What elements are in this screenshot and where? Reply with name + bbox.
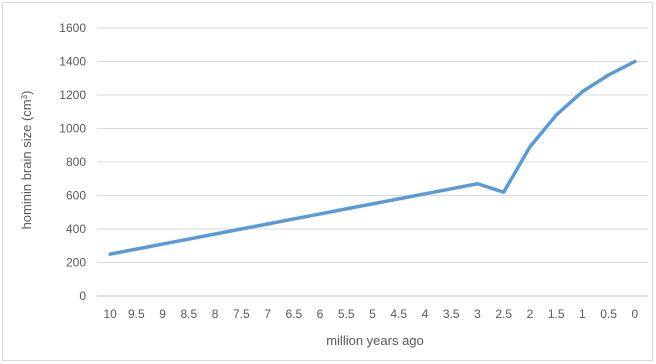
x-tick-label: 8 [212, 307, 219, 321]
y-axis-title-suffix: ) [19, 91, 34, 95]
y-tick-label: 400 [66, 222, 86, 236]
series-layer [108, 59, 637, 256]
y-tick-label: 1400 [59, 55, 86, 69]
series-line [108, 59, 637, 256]
x-tick-label: 5 [369, 307, 376, 321]
y-tick-label: 1000 [59, 122, 86, 136]
x-tick-label: 4 [422, 307, 429, 321]
y-tick-label: 1600 [59, 21, 86, 35]
y-tick-label: 600 [66, 189, 86, 203]
x-tick-label: 7 [264, 307, 271, 321]
gridlines [97, 27, 648, 297]
x-axis-title: million years ago [326, 333, 424, 348]
x-tick-label: 9.5 [128, 307, 145, 321]
y-axis-title-superscript: 3 [20, 94, 29, 99]
x-axis-ticks: 10 9.5 9 8.5 8 7.5 7 6.5 6 5.5 5 4.5 4 3.5 3 2.5 2 1.5 1 0.… [103, 307, 638, 321]
x-tick-label: 9 [159, 307, 166, 321]
y-tick-label: 800 [66, 155, 86, 169]
x-tick-label: 0 [632, 307, 639, 321]
chart-frame [2, 2, 653, 361]
x-tick-label: 3.5 [443, 307, 460, 321]
x-tick-label: 1 [579, 307, 586, 321]
y-tick-label: 200 [66, 256, 86, 270]
x-tick-label: 2 [527, 307, 534, 321]
y-axis-title: hominin brain size (cm3) [19, 91, 34, 230]
y-tick-label: 1200 [59, 88, 86, 102]
x-tick-label: 0.5 [600, 307, 617, 321]
x-tick-label: 6.5 [285, 307, 302, 321]
x-tick-label: 4.5 [390, 307, 407, 321]
x-tick-label: 8.5 [180, 307, 197, 321]
x-tick-label: 6 [317, 307, 324, 321]
y-tick-label: 0 [79, 289, 86, 303]
x-tick-label: 10 [103, 307, 117, 321]
x-tick-label: 2.5 [495, 307, 512, 321]
x-tick-label: 1.5 [548, 307, 565, 321]
y-axis-title-main: hominin brain size (cm [19, 99, 34, 229]
x-tick-label: 5.5 [338, 307, 355, 321]
x-tick-label: 7.5 [233, 307, 250, 321]
y-axis-ticks: 0 200 400 600 800 1000 1200 1400 1600 [59, 21, 86, 303]
x-tick-label: 3 [474, 307, 481, 321]
